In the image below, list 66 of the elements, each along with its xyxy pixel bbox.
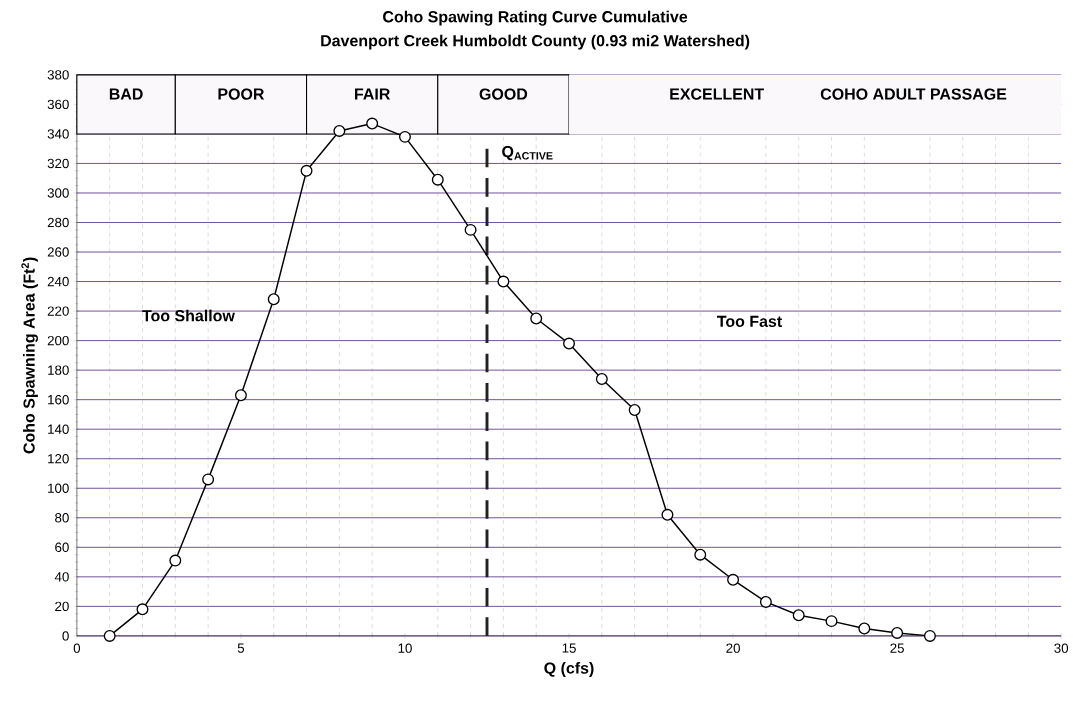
- point: [563, 337, 576, 350]
- point: [661, 508, 674, 521]
- y-tick-label: 180: [48, 365, 69, 375]
- point: [464, 224, 477, 236]
- annotation: Too Shallow: [142, 309, 235, 322]
- x-tick-label: 20: [726, 643, 740, 653]
- point: [694, 548, 707, 561]
- y-tick-label: 20: [55, 601, 69, 612]
- y-tick-label: 60: [55, 542, 69, 553]
- y-tick-label: 40: [54, 572, 69, 582]
- y-tick-label: 160: [48, 395, 69, 405]
- ref-line-label: Q$_{ACTIVE}$: [502, 146, 553, 161]
- point: [792, 609, 805, 622]
- y-tick-label: 300: [47, 188, 69, 198]
- point: [628, 404, 641, 417]
- point: [267, 293, 280, 306]
- point: [497, 275, 510, 288]
- y-tick-label: 200: [47, 336, 69, 346]
- x-tick-label: 30: [1054, 643, 1069, 653]
- point: [103, 630, 116, 642]
- y-tick-label: 120: [48, 454, 69, 464]
- point: [858, 622, 871, 635]
- point: [333, 125, 346, 138]
- y-axis-title: Coho Spawning Area (Ft$^{2}$): [21, 257, 38, 454]
- point: [759, 596, 772, 609]
- y-tick-label: 240: [47, 276, 69, 287]
- x-tick-label: 15: [562, 643, 576, 653]
- point: [530, 312, 543, 325]
- point: [595, 373, 608, 386]
- band-label: FAIR: [355, 88, 391, 100]
- point: [923, 630, 936, 642]
- point: [202, 473, 215, 486]
- annotation: COHO ADULT PASSAGE: [820, 88, 1007, 100]
- x-tick-label: 5: [237, 643, 245, 653]
- band-label: GOOD: [479, 88, 528, 100]
- y-tick-label: 260: [47, 247, 69, 257]
- y-tick-label: 220: [47, 306, 69, 316]
- band-label: EXCELLENT: [670, 88, 764, 100]
- x-tick-label: 0: [73, 643, 81, 653]
- point: [366, 117, 379, 130]
- chart-subtitle: Davenport Creek Humboldt County (0.93 mi2 Watershed): [321, 34, 750, 50]
- point: [891, 627, 904, 640]
- y-tick-label: 100: [48, 483, 69, 494]
- y-tick-label: 320: [47, 158, 69, 169]
- y-tick-label: 80: [55, 513, 69, 523]
- band-label: BAD: [109, 88, 143, 100]
- point: [169, 554, 182, 567]
- y-tick-label: 140: [48, 424, 69, 435]
- x-axis-title: Q (cfs): [544, 662, 594, 677]
- point: [234, 389, 247, 402]
- x-tick-label: 10: [398, 643, 412, 653]
- band-label: POOR: [218, 88, 265, 100]
- y-tick-label: 360: [47, 99, 69, 110]
- annotation: Too Fast: [716, 315, 782, 328]
- point: [727, 573, 740, 586]
- x-tick-label: 25: [890, 643, 904, 653]
- y-tick-label: 380: [47, 70, 69, 80]
- y-tick-label: 280: [47, 217, 69, 228]
- point: [825, 615, 838, 628]
- point: [431, 173, 444, 186]
- y-tick-label: 340: [47, 129, 69, 139]
- point: [300, 164, 313, 177]
- chart-title: Coho Spawing Rating Curve Cumulative: [383, 10, 688, 26]
- point: [398, 130, 411, 143]
- y-tick-label: 0: [62, 631, 69, 641]
- point: [136, 603, 149, 616]
